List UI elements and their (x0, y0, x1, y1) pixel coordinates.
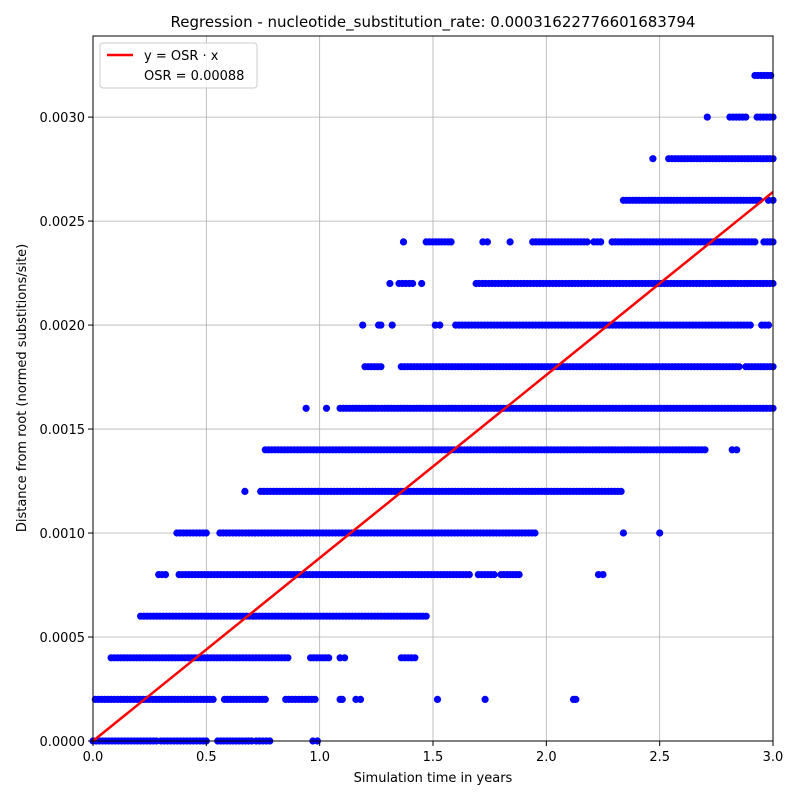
data-point (733, 446, 741, 454)
data-point (465, 571, 473, 579)
data-point (241, 487, 249, 495)
data-point (483, 238, 491, 246)
data-point (447, 238, 455, 246)
data-point (433, 695, 442, 704)
x-tick-label: 0.0 (83, 750, 104, 765)
data-point (422, 612, 430, 620)
x-tick-label: 0.5 (196, 750, 217, 765)
data-point (359, 321, 367, 329)
data-point (284, 654, 292, 662)
x-axis-label: Simulation time in years (354, 771, 513, 786)
data-point (597, 238, 605, 246)
x-tick-label: 2.5 (649, 750, 670, 765)
data-point (409, 279, 417, 288)
data-point (649, 155, 657, 163)
regression-line-layer (92, 191, 774, 742)
legend-osr-label: OSR = 0.00088 (144, 69, 244, 84)
y-tick-label: 0.0005 (40, 631, 86, 646)
y-axis-label: Distance from root (normed substitions/s… (15, 244, 30, 532)
data-point (701, 446, 709, 454)
grid-lines (92, 36, 774, 742)
data-point (338, 695, 346, 704)
data-point (583, 238, 591, 246)
data-point (341, 654, 349, 662)
data-point (377, 321, 385, 329)
regression-line (92, 191, 774, 742)
data-point (515, 571, 523, 579)
data-point (209, 695, 217, 704)
data-point (619, 529, 628, 537)
legend: y = OSR · x OSR = 0.00088 (99, 42, 258, 89)
legend-line-label: y = OSR · x (144, 49, 219, 64)
data-point (411, 654, 419, 662)
data-point (261, 695, 269, 704)
x-axis-ticks: 0.0 0.5 1.0 1.5 2.0 2.5 3.0 (83, 741, 784, 765)
data-point (656, 529, 664, 537)
data-point (356, 695, 365, 704)
data-point (325, 654, 333, 662)
data-point (481, 695, 489, 704)
x-tick-label: 1.5 (423, 750, 444, 765)
data-points (89, 71, 777, 745)
y-tick-label: 0.0000 (40, 735, 86, 750)
data-point (531, 529, 539, 537)
y-tick-label: 0.0030 (40, 111, 86, 126)
data-point (506, 238, 514, 246)
y-tick-label: 0.0020 (40, 319, 86, 334)
x-tick-label: 3.0 (763, 750, 784, 765)
data-point (742, 113, 750, 121)
data-point (764, 321, 773, 329)
data-point (746, 321, 754, 329)
y-axis-ticks: 0.0000 0.0005 0.0010 0.0015 0.0020 0.0025 0.00… (40, 111, 93, 750)
legend-box (99, 42, 258, 89)
x-tick-label: 1.0 (309, 750, 330, 765)
data-point (377, 363, 385, 371)
y-tick-label: 0.0015 (40, 423, 86, 438)
x-tick-label: 2.0 (536, 750, 557, 765)
data-point (311, 695, 319, 704)
data-point (703, 113, 711, 121)
data-point (388, 321, 396, 329)
data-point (322, 404, 331, 412)
data-point (751, 238, 759, 246)
data-point (436, 321, 444, 329)
data-point (202, 529, 210, 537)
data-point (399, 238, 408, 246)
data-point (735, 363, 743, 371)
data-point (572, 695, 580, 704)
y-tick-label: 0.0025 (40, 215, 86, 230)
data-point (418, 279, 426, 288)
data-point (599, 571, 607, 579)
data-point (617, 487, 625, 495)
chart-title: Regression - nucleotide_substitution_rat… (171, 13, 696, 32)
y-tick-label: 0.0010 (40, 527, 86, 542)
data-point (302, 404, 310, 412)
data-point (386, 279, 394, 288)
data-point (490, 571, 498, 579)
data-point (161, 571, 170, 579)
